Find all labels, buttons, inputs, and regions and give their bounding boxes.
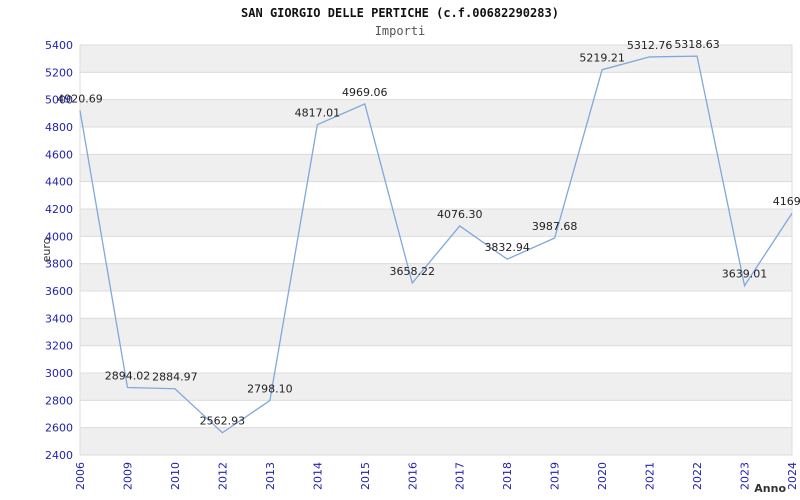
y-tick-label: 3800 bbox=[45, 258, 73, 271]
y-tick-label: 4000 bbox=[45, 230, 73, 243]
chart-subtitle: Importi bbox=[374, 24, 426, 38]
plot-band bbox=[80, 99, 792, 127]
x-tick-label: 2013 bbox=[264, 462, 277, 490]
y-tick-label: 4200 bbox=[45, 203, 73, 216]
point-label: 5318.63 bbox=[674, 38, 720, 51]
point-label: 3658.22 bbox=[390, 265, 436, 278]
point-label: 4076.30 bbox=[437, 208, 483, 221]
y-tick-label: 4400 bbox=[45, 176, 73, 189]
point-label: 3639.01 bbox=[722, 268, 768, 281]
plot-band bbox=[80, 373, 792, 401]
x-tick-label: 2024 bbox=[786, 462, 799, 490]
y-tick-label: 2400 bbox=[45, 449, 73, 462]
x-tick-label: 2017 bbox=[454, 462, 467, 490]
x-tick-label: 2021 bbox=[644, 462, 657, 490]
plot-frame bbox=[79, 44, 793, 456]
x-tick-label: 2019 bbox=[549, 462, 562, 490]
point-label: 4169.1 bbox=[773, 195, 800, 208]
y-tick-label: 2600 bbox=[45, 422, 73, 435]
x-tick-label: 2018 bbox=[501, 462, 514, 490]
point-label: 5312.76 bbox=[627, 39, 673, 52]
chart-title: SAN GIORGIO DELLE PERTICHE (c.f.00682290… bbox=[241, 6, 559, 20]
point-label: 4920.69 bbox=[57, 93, 103, 106]
point-label: 5219.21 bbox=[579, 52, 625, 65]
y-tick-label: 3000 bbox=[45, 367, 73, 380]
point-label: 2798.10 bbox=[247, 383, 293, 396]
y-tick-label: 3600 bbox=[45, 285, 73, 298]
x-tick-label: 2020 bbox=[596, 462, 609, 490]
point-label: 2894.02 bbox=[105, 369, 151, 382]
point-label: 2884.97 bbox=[152, 371, 198, 384]
y-tick-label: 5200 bbox=[45, 66, 73, 79]
plot-band bbox=[80, 263, 792, 291]
x-tick-label: 2006 bbox=[74, 462, 87, 490]
x-tick-label: 2012 bbox=[216, 462, 229, 490]
y-axis-label: euro bbox=[40, 237, 53, 262]
plot-band bbox=[80, 154, 792, 182]
x-tick-label: 2010 bbox=[169, 462, 182, 490]
y-tick-label: 3400 bbox=[45, 312, 73, 325]
plot-band bbox=[80, 318, 792, 346]
x-tick-label: 2009 bbox=[121, 462, 134, 490]
data-line bbox=[79, 55, 793, 434]
x-tick-label: 2016 bbox=[406, 462, 419, 490]
x-axis-label: Anno bbox=[754, 482, 786, 495]
y-tick-label: 4800 bbox=[45, 121, 73, 134]
y-tick-label: 5000 bbox=[45, 94, 73, 107]
x-tick-label: 2015 bbox=[359, 462, 372, 490]
x-tick-label: 2022 bbox=[691, 462, 704, 490]
point-label: 4817.01 bbox=[295, 107, 341, 120]
x-tick-label: 2023 bbox=[739, 462, 752, 490]
x-tick-label: 2014 bbox=[311, 462, 324, 490]
plot-band bbox=[80, 209, 792, 237]
plot-band bbox=[80, 45, 792, 73]
point-label: 3832.94 bbox=[484, 241, 530, 254]
point-label: 4969.06 bbox=[342, 86, 388, 99]
y-tick-label: 2800 bbox=[45, 394, 73, 407]
y-tick-label: 3200 bbox=[45, 340, 73, 353]
plot-band bbox=[80, 427, 792, 455]
y-tick-label: 4600 bbox=[45, 148, 73, 161]
y-tick-label: 5400 bbox=[45, 39, 73, 52]
point-label: 2562.93 bbox=[200, 415, 246, 428]
point-label: 3987.68 bbox=[532, 220, 578, 233]
